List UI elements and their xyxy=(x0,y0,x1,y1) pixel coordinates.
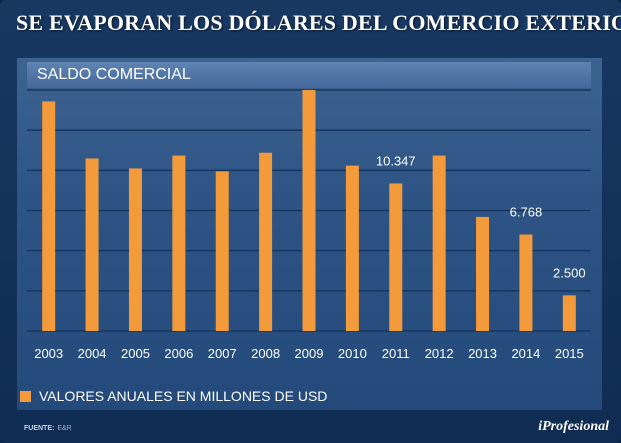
legend: VALORES ANUALES EN MILLONES DE USD xyxy=(20,387,327,405)
x-tick-labels: 2003 2004 2005 2006 2007 2008 2009 2010 2011 2012… xyxy=(34,346,584,361)
data-label-2011: 10.347 xyxy=(376,153,416,168)
bar-2003 xyxy=(42,101,56,331)
data-label-2014: 6.768 xyxy=(510,204,543,219)
bar-2013 xyxy=(476,216,490,331)
bar-2004 xyxy=(85,158,99,331)
source-label: FUENTE: xyxy=(24,425,55,432)
x-tick-2005: 2005 xyxy=(121,346,150,361)
data-labels: 10.347 6.768 2.500 xyxy=(376,153,586,280)
chart-title: SALDO COMERCIAL xyxy=(37,66,191,83)
bar-2010 xyxy=(345,165,359,331)
x-tick-2015: 2015 xyxy=(555,346,584,361)
x-tick-2013: 2013 xyxy=(468,346,497,361)
x-tick-2012: 2012 xyxy=(425,346,454,361)
x-tick-2007: 2007 xyxy=(208,346,237,361)
bar-2007 xyxy=(215,171,229,331)
bar-2008 xyxy=(259,152,273,331)
bar-2012 xyxy=(432,155,446,331)
bar-2005 xyxy=(128,168,142,331)
bar-2015 xyxy=(562,295,576,331)
bar-2006 xyxy=(172,155,186,331)
brand-logo: iProfesional xyxy=(538,419,609,434)
x-tick-2006: 2006 xyxy=(164,346,193,361)
bar-2011 xyxy=(389,183,403,331)
bars xyxy=(42,90,576,331)
source-note: FUENTE: E&R xyxy=(24,425,72,432)
x-tick-2010: 2010 xyxy=(338,346,367,361)
source-value: E&R xyxy=(57,425,72,432)
page-title: SE EVAPORAN LOS DÓLARES DEL COMERCIO EXT… xyxy=(16,10,621,35)
x-tick-2003: 2003 xyxy=(34,346,63,361)
bar-2009 xyxy=(302,90,316,331)
x-tick-2009: 2009 xyxy=(295,346,324,361)
chart-header-bar: SALDO COMERCIAL xyxy=(27,62,591,88)
x-tick-2008: 2008 xyxy=(251,346,280,361)
x-tick-2011: 2011 xyxy=(382,346,410,361)
x-tick-2014: 2014 xyxy=(511,346,540,361)
legend-label: VALORES ANUALES EN MILLONES DE USD xyxy=(39,388,328,404)
legend-swatch xyxy=(20,390,31,402)
x-tick-2004: 2004 xyxy=(78,346,107,361)
bar-2014 xyxy=(519,234,533,331)
data-label-2015: 2.500 xyxy=(553,265,586,280)
